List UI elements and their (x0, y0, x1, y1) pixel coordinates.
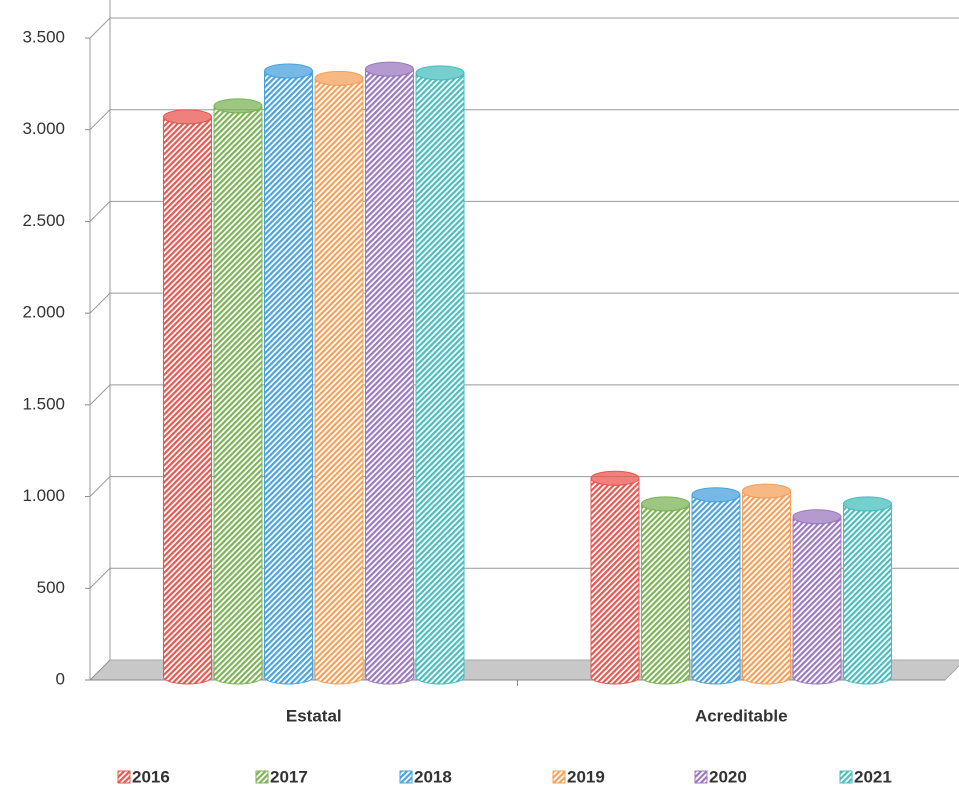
legend-swatch (694, 770, 708, 784)
x-tick-label: Acreditable (695, 706, 788, 725)
bar-top (641, 496, 690, 512)
y-tick-label: 0 (56, 669, 65, 688)
y-tick-label: 500 (37, 578, 65, 597)
y-tick-label: 3.500 (22, 27, 65, 46)
grid-line (89, 109, 959, 131)
bar (742, 490, 791, 685)
legend-swatch (839, 770, 853, 784)
bar (415, 72, 465, 685)
bar-top (691, 487, 741, 503)
bar (365, 69, 414, 685)
grid-line (89, 476, 959, 497)
y-tick-label: 1.500 (22, 394, 65, 413)
grid-line (89, 200, 959, 222)
bar-top (163, 109, 212, 125)
legend-swatch (399, 770, 413, 784)
bar (691, 494, 741, 685)
bar-top (213, 98, 263, 114)
y-tick-label: 2.500 (22, 211, 65, 230)
bar (264, 70, 313, 685)
bar (843, 503, 892, 685)
bar (641, 503, 690, 685)
grid-line (89, 17, 959, 39)
bar-top (365, 61, 414, 77)
bar (163, 116, 212, 685)
legend-label: 2021 (854, 767, 892, 786)
bar-top (590, 470, 640, 486)
legend-swatch (552, 770, 566, 784)
legend-label: 2017 (270, 767, 308, 786)
legend-label: 2019 (567, 767, 605, 786)
grid-line (89, 384, 959, 406)
legend-label: 2020 (709, 767, 747, 786)
legend-swatch (255, 770, 269, 784)
bar-top (792, 509, 842, 525)
bar-top (264, 63, 313, 79)
bar-top (415, 65, 465, 81)
legend-label: 2016 (132, 767, 170, 786)
left-wall (89, 659, 111, 681)
legend-swatch (117, 770, 131, 784)
bar (314, 78, 364, 685)
bar-top (843, 496, 892, 512)
y-tick-label: 1.000 (22, 486, 65, 505)
y-tick-label: 3.000 (22, 119, 65, 138)
legend-label: 2018 (414, 767, 452, 786)
bar (792, 516, 842, 685)
y-tick-label: 2.000 (22, 303, 65, 322)
x-tick-label: Estatal (286, 706, 342, 725)
bar (213, 105, 263, 685)
bar (590, 478, 640, 685)
bar-top (314, 70, 364, 86)
bar-top (742, 483, 791, 499)
grid-line (89, 292, 959, 314)
